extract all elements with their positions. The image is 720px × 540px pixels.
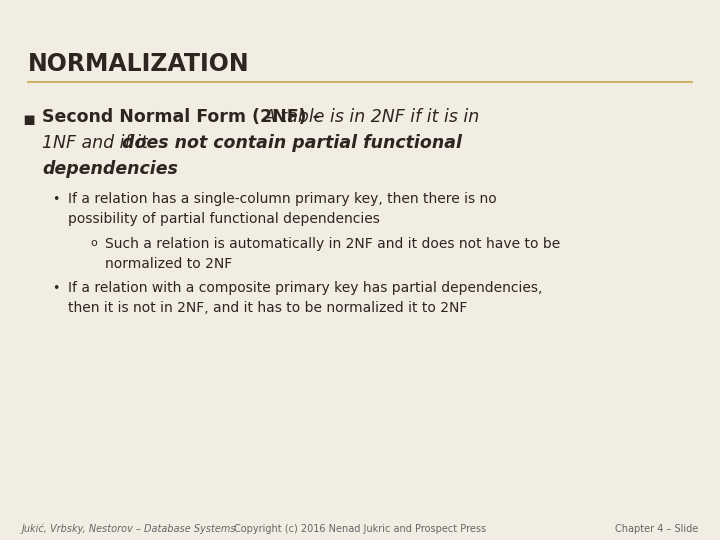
Text: o: o xyxy=(90,238,96,248)
Text: Jukić, Vrbsky, Nestorov – Database Systems: Jukić, Vrbsky, Nestorov – Database Syste… xyxy=(22,524,236,535)
Text: If a relation with a composite primary key has partial dependencies,: If a relation with a composite primary k… xyxy=(68,281,542,295)
Text: possibility of partial functional dependencies: possibility of partial functional depend… xyxy=(68,212,380,226)
Text: does not contain partial functional: does not contain partial functional xyxy=(122,134,462,152)
Text: 1NF and if it: 1NF and if it xyxy=(42,134,153,152)
Text: dependencies: dependencies xyxy=(42,160,178,178)
Text: then it is not in 2NF, and it has to be normalized it to 2NF: then it is not in 2NF, and it has to be … xyxy=(68,301,467,315)
Text: •: • xyxy=(52,282,59,295)
Text: Second Normal Form (2NF) -: Second Normal Form (2NF) - xyxy=(42,108,326,126)
Text: Copyright (c) 2016 Nenad Jukric and Prospect Press: Copyright (c) 2016 Nenad Jukric and Pros… xyxy=(234,524,486,534)
Text: normalized to 2NF: normalized to 2NF xyxy=(105,257,233,271)
Text: If a relation has a single-column primary key, then there is no: If a relation has a single-column primar… xyxy=(68,192,497,206)
Text: ▪: ▪ xyxy=(22,110,35,129)
Text: •: • xyxy=(52,193,59,206)
Text: NORMALIZATION: NORMALIZATION xyxy=(28,52,250,76)
Text: Chapter 4 – Slide: Chapter 4 – Slide xyxy=(615,524,698,534)
Text: Such a relation is automatically in 2NF and it does not have to be: Such a relation is automatically in 2NF … xyxy=(105,237,560,251)
Text: A table is in 2NF if it is in: A table is in 2NF if it is in xyxy=(264,108,480,126)
